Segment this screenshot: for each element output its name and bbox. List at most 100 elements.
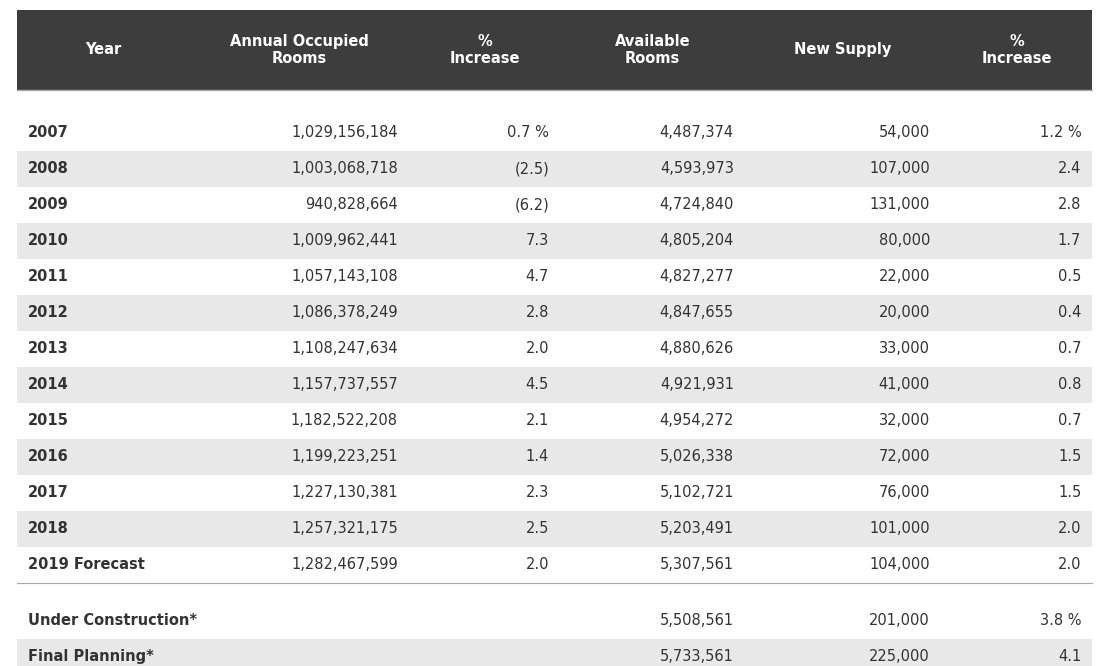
Bar xyxy=(191,187,409,223)
Text: 1,003,068,718: 1,003,068,718 xyxy=(291,161,398,176)
Text: 7.3: 7.3 xyxy=(526,234,549,248)
Text: 4,954,272: 4,954,272 xyxy=(660,414,734,428)
Text: 2011: 2011 xyxy=(28,270,69,284)
Text: 5,102,721: 5,102,721 xyxy=(660,486,734,500)
Bar xyxy=(560,367,745,403)
Text: 2018: 2018 xyxy=(28,521,69,537)
Text: 0.7: 0.7 xyxy=(1058,342,1081,356)
Bar xyxy=(17,639,191,666)
Text: 1.5: 1.5 xyxy=(1058,486,1081,500)
Bar xyxy=(409,151,560,187)
Bar xyxy=(560,511,745,547)
Text: 22,000: 22,000 xyxy=(878,270,930,284)
Text: 4,487,374: 4,487,374 xyxy=(660,125,734,141)
Bar xyxy=(560,475,745,511)
Bar xyxy=(745,403,942,439)
Bar xyxy=(409,403,560,439)
Text: 72,000: 72,000 xyxy=(878,450,930,464)
Text: 0.4: 0.4 xyxy=(1058,306,1081,320)
Text: 2013: 2013 xyxy=(28,342,69,356)
Bar xyxy=(409,547,560,583)
Text: 1.2 %: 1.2 % xyxy=(1039,125,1081,141)
Bar xyxy=(745,151,942,187)
Bar xyxy=(17,439,191,475)
Text: 4.7: 4.7 xyxy=(526,270,549,284)
Text: Available
Rooms: Available Rooms xyxy=(614,34,691,66)
Bar xyxy=(409,331,560,367)
Bar xyxy=(191,115,409,151)
Text: 225,000: 225,000 xyxy=(869,649,930,665)
Bar xyxy=(17,151,191,187)
Text: 2.5: 2.5 xyxy=(526,521,549,537)
Bar xyxy=(17,295,191,331)
Bar xyxy=(191,547,409,583)
Bar xyxy=(560,10,745,90)
Bar xyxy=(191,259,409,295)
Text: 33,000: 33,000 xyxy=(879,342,930,356)
Bar xyxy=(560,259,745,295)
Text: 2.8: 2.8 xyxy=(526,306,549,320)
Text: 3.8 %: 3.8 % xyxy=(1040,613,1081,629)
Bar xyxy=(560,223,745,259)
Text: 2017: 2017 xyxy=(28,486,69,500)
Text: 131,000: 131,000 xyxy=(869,198,930,212)
Bar xyxy=(409,603,560,639)
Text: Year: Year xyxy=(85,43,122,57)
Text: New Supply: New Supply xyxy=(794,43,892,57)
Bar xyxy=(942,603,1092,639)
Text: 1,157,737,557: 1,157,737,557 xyxy=(291,378,398,392)
Text: 1,108,247,634: 1,108,247,634 xyxy=(292,342,398,356)
Bar xyxy=(745,603,942,639)
Text: 940,828,664: 940,828,664 xyxy=(305,198,398,212)
Bar xyxy=(942,223,1092,259)
Bar xyxy=(560,187,745,223)
Text: 2008: 2008 xyxy=(28,161,69,176)
Text: 5,203,491: 5,203,491 xyxy=(660,521,734,537)
Bar xyxy=(17,475,191,511)
Bar xyxy=(942,367,1092,403)
Bar xyxy=(560,639,745,666)
Bar xyxy=(17,403,191,439)
Text: 2016: 2016 xyxy=(28,450,69,464)
Text: 32,000: 32,000 xyxy=(878,414,930,428)
Text: 2.4: 2.4 xyxy=(1058,161,1081,176)
Text: 1,257,321,175: 1,257,321,175 xyxy=(291,521,398,537)
Bar xyxy=(942,10,1092,90)
Text: 41,000: 41,000 xyxy=(878,378,930,392)
Bar xyxy=(560,295,745,331)
Text: (6.2): (6.2) xyxy=(515,198,549,212)
Bar xyxy=(409,115,560,151)
Bar xyxy=(745,511,942,547)
Text: 1.7: 1.7 xyxy=(1058,234,1081,248)
Bar xyxy=(191,10,409,90)
Bar xyxy=(942,547,1092,583)
Bar xyxy=(560,439,745,475)
Text: 4,880,626: 4,880,626 xyxy=(660,342,734,356)
Bar xyxy=(745,115,942,151)
Text: (2.5): (2.5) xyxy=(515,161,549,176)
Text: 1,086,378,249: 1,086,378,249 xyxy=(292,306,398,320)
Text: 2015: 2015 xyxy=(28,414,69,428)
Text: 2007: 2007 xyxy=(28,125,69,141)
Text: 76,000: 76,000 xyxy=(878,486,930,500)
Text: 2010: 2010 xyxy=(28,234,69,248)
Bar xyxy=(745,439,942,475)
Text: 2014: 2014 xyxy=(28,378,69,392)
Text: 54,000: 54,000 xyxy=(878,125,930,141)
Bar xyxy=(17,259,191,295)
Bar xyxy=(942,475,1092,511)
Bar xyxy=(191,295,409,331)
Text: 4,827,277: 4,827,277 xyxy=(659,270,734,284)
Text: 2.0: 2.0 xyxy=(526,342,549,356)
Bar xyxy=(942,511,1092,547)
Text: 2.3: 2.3 xyxy=(526,486,549,500)
Text: %
Increase: % Increase xyxy=(981,34,1052,66)
Bar xyxy=(942,151,1092,187)
Bar xyxy=(17,547,191,583)
Text: 1.5: 1.5 xyxy=(1058,450,1081,464)
Bar xyxy=(409,511,560,547)
Text: 1,182,522,208: 1,182,522,208 xyxy=(291,414,398,428)
Bar xyxy=(17,115,191,151)
Text: 1,029,156,184: 1,029,156,184 xyxy=(292,125,398,141)
Text: 4,847,655: 4,847,655 xyxy=(660,306,734,320)
